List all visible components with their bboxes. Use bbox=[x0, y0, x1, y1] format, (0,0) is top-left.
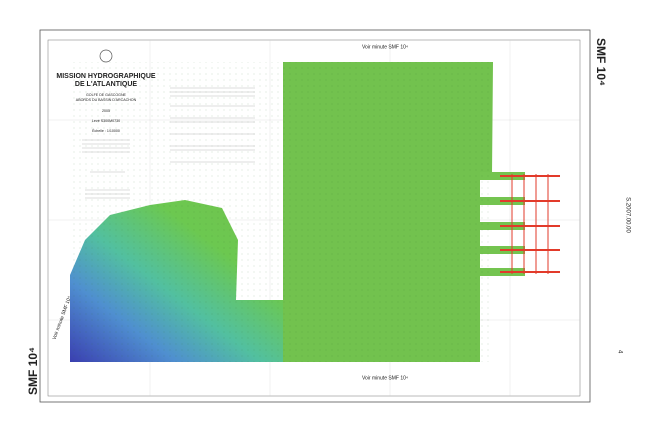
survey-area bbox=[70, 62, 525, 362]
neat-line bbox=[47, 39, 581, 397]
cartouche-year: 2005 bbox=[102, 109, 110, 113]
cartouche-region: GOLFE DE GASCOGNE bbox=[86, 93, 127, 97]
cartouche-scale: Échelle : 1/10000 bbox=[92, 128, 120, 133]
cartouche-region: ABORDS DU BASSIN D'ARCACHON bbox=[76, 98, 137, 102]
adjacent-sheet-label: Voir minute SMF 10⁴ bbox=[362, 44, 408, 50]
cartouche-title: DE L'ATLANTIQUE bbox=[75, 81, 138, 88]
side-reference: S.2007.00.00 bbox=[624, 197, 630, 233]
sheet-code: SMF 10⁴ bbox=[594, 38, 608, 86]
notes-block bbox=[82, 87, 255, 199]
corner-number: 4 bbox=[616, 350, 622, 354]
outer-frame bbox=[39, 29, 591, 403]
cartouche-survey: Levé S300M0730 bbox=[92, 119, 120, 123]
sheet-code: SMF 10⁴ bbox=[26, 347, 40, 395]
survey-lines bbox=[500, 174, 560, 274]
emblem bbox=[99, 49, 113, 63]
adjacent-sheet-label: Voir minute SMF 10⁴ bbox=[52, 295, 73, 340]
adjacent-sheet-label: Voir minute SMF 10⁴ bbox=[362, 375, 408, 381]
cartouche-title: MISSION HYDROGRAPHIQUE bbox=[56, 73, 156, 80]
